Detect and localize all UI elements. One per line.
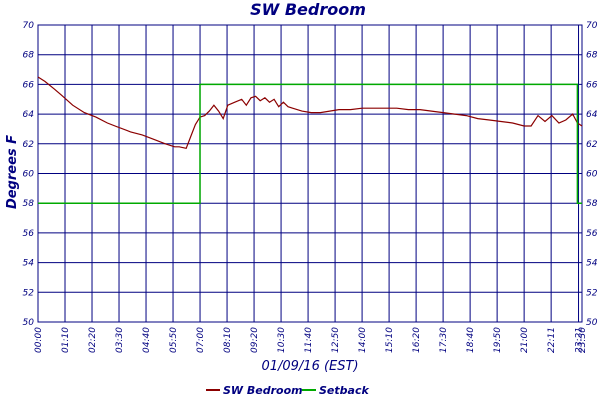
y-tick-label-right: 58 xyxy=(586,199,598,209)
x-tick-label: 15:10 xyxy=(385,327,395,353)
series-line-sw-bedroom xyxy=(37,76,583,149)
plot-frame xyxy=(37,24,583,323)
x-tick-label: 00:00 xyxy=(34,327,44,353)
y-tick-label-right: 62 xyxy=(586,140,598,150)
y-tick-label-right: 64 xyxy=(586,110,598,120)
x-tick-label: 08:10 xyxy=(223,327,233,353)
y-tick-label-left: 50 xyxy=(23,318,35,328)
x-tick-label: 10:30 xyxy=(277,327,287,353)
y-tick-label-left: 60 xyxy=(23,170,35,180)
y-tick-label-right: 50 xyxy=(586,318,598,328)
y-tick-label-left: 64 xyxy=(23,110,35,120)
legend-label-sw-bedroom: SW Bedroom xyxy=(223,384,303,397)
x-tick-label: 14:00 xyxy=(358,327,368,353)
x-tick-label: 09:20 xyxy=(250,327,260,353)
x-axis-label: 01/09/16 (EST) xyxy=(261,359,358,374)
y-ticks-right: 50 52 54 56 58 60 62 64 66 68 70 xyxy=(586,21,598,328)
x-tick-label: 07:00 xyxy=(196,327,206,353)
x-tick-label: 01:10 xyxy=(61,327,71,353)
legend: SW Bedroom Setback xyxy=(206,384,369,397)
legend-label-setback: Setback xyxy=(319,384,369,397)
y-tick-label-left: 52 xyxy=(23,288,35,298)
x-ticks: 00:00 01:10 02:20 03:30 04:40 05:50 07:00 08:10… xyxy=(34,327,588,353)
x-tick-label: 03:30 xyxy=(115,327,125,353)
y-tick-label-left: 66 xyxy=(23,80,35,90)
x-tick-label: 18:40 xyxy=(466,327,476,353)
x-tick-label: 12:50 xyxy=(331,327,341,353)
x-tick-label: 16:20 xyxy=(412,327,422,353)
series-line-setback xyxy=(38,83,582,204)
y-tick-label-left: 70 xyxy=(23,21,35,31)
y-tick-label-right: 56 xyxy=(586,229,598,239)
y-tick-label-right: 66 xyxy=(586,80,598,90)
y-tick-label-right: 54 xyxy=(586,259,598,269)
y-tick-label-left: 62 xyxy=(23,140,35,150)
y-tick-label-right: 52 xyxy=(586,288,598,298)
y-ticks-left: 50 52 54 56 58 60 62 64 66 68 70 xyxy=(23,21,35,328)
x-tick-label: 22:11 xyxy=(547,327,557,353)
x-tick-label: 23:30 xyxy=(578,327,588,353)
x-tick-label: 17:30 xyxy=(439,327,449,353)
series-group xyxy=(37,76,583,204)
x-tick-label: 23:21 xyxy=(575,327,585,353)
y-tick-label-left: 58 xyxy=(23,199,35,209)
chart-title: SW Bedroom xyxy=(250,0,366,19)
x-tick-label: 04:40 xyxy=(142,327,152,353)
x-tick-label: 05:50 xyxy=(169,327,179,353)
y-tick-label-left: 54 xyxy=(23,259,35,269)
y-axis-label: Degrees F xyxy=(5,135,20,209)
y-tick-label-left: 68 xyxy=(23,51,35,61)
grid xyxy=(37,24,583,323)
y-tick-label-right: 60 xyxy=(586,170,598,180)
y-tick-label-right: 70 xyxy=(586,21,598,31)
x-tick-label: 11:40 xyxy=(304,327,314,353)
y-tick-label-right: 68 xyxy=(586,51,598,61)
x-tick-label: 19:50 xyxy=(493,327,503,353)
x-tick-label: 21:00 xyxy=(520,327,530,353)
x-tick-label: 02:20 xyxy=(88,327,98,353)
y-tick-label-left: 56 xyxy=(23,229,35,239)
